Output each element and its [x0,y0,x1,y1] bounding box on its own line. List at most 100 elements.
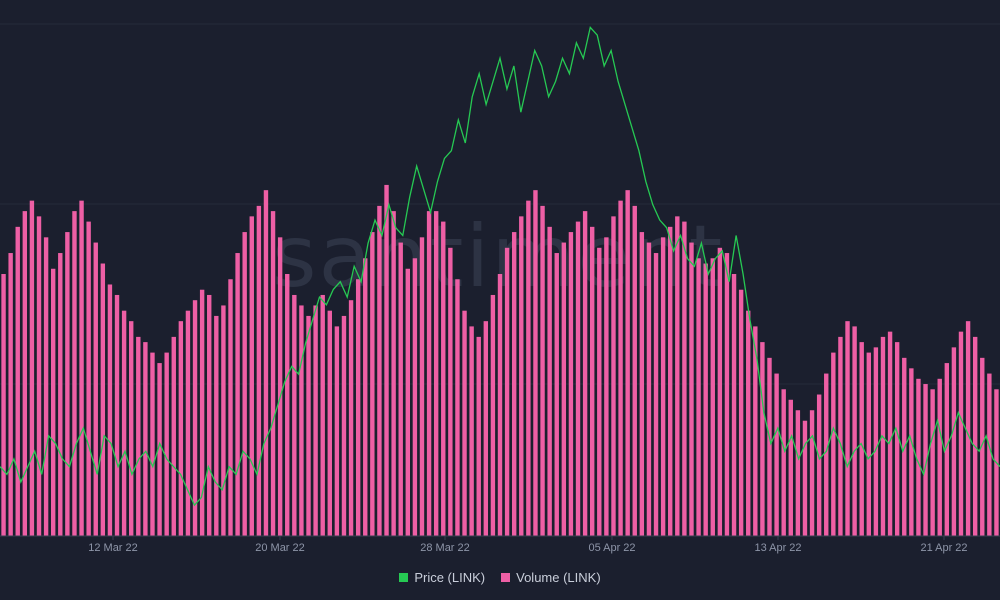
volume-bar [646,242,652,536]
volume-bar [469,326,474,536]
volume-bar [540,205,545,536]
volume-bar [930,389,935,536]
volume-bar [682,221,687,536]
volume-bar [313,305,318,536]
volume-bar [738,289,744,536]
volume-bar [887,331,893,536]
volume-bar [441,221,446,536]
volume-bar [909,368,914,536]
volume-bar [419,237,425,536]
legend-item-price[interactable]: Price (LINK) [399,570,485,585]
volume-bar [249,216,254,537]
volume-bar [767,357,772,536]
volume-bar [802,420,808,536]
volume-bar [944,363,950,536]
volume-bar [320,294,325,536]
chart-plot: santiment 12 Mar 22 20 Mar 22 28 Mar 22 05 … [0,23,1000,554]
legend: Price (LINK) Volume (LINK) [0,567,1000,587]
x-tick-label: 12 Mar 22 [88,542,138,554]
volume-bar [306,315,311,536]
volume-bar [838,336,843,536]
volume-bar [937,378,942,536]
volume-bar [760,342,765,536]
volume-bar [951,347,957,536]
volume-bar [597,247,602,537]
volume-bar [377,205,382,536]
x-axis-ticks: 12 Mar 22 20 Mar 22 28 Mar 22 05 Apr 22 13 A… [88,536,968,554]
volume-bar [448,247,453,537]
volume-bar [50,268,56,536]
volume-bar [426,211,432,536]
legend-item-volume[interactable]: Volume (LINK) [501,570,601,585]
volume-bar [490,294,496,536]
volume-bar [526,200,531,536]
volume-bar [292,294,297,536]
volume-bar [93,242,98,536]
volume-bar [150,352,155,536]
volume-bar [831,352,836,536]
volume-bar [497,274,503,536]
price-line [0,26,1000,507]
volume-bar [207,294,212,536]
volume-bar [511,232,517,536]
volume-bar [816,394,822,536]
volume-bar [242,232,247,536]
volume-bar [433,211,439,536]
volume-bar [746,310,751,536]
volume-bar [277,237,283,536]
volume-bar [519,216,524,537]
volume-bar [710,258,715,536]
volume-bar [370,232,375,536]
volume-bar [916,378,921,536]
volume-bar [923,384,928,536]
volume-bar [221,305,226,536]
volume-bar [582,211,588,536]
x-tick-label: 13 Apr 22 [754,542,801,554]
volume-bar [788,399,793,536]
volume-bar [100,263,106,536]
legend-swatch-price [399,572,409,582]
volume-bar [256,205,262,536]
volume-bar [107,284,113,536]
volume-bar [972,336,978,536]
volume-bar [114,294,120,536]
volume-bar [79,200,84,536]
volume-bar [504,247,510,537]
volume-bar [554,253,559,537]
volume-bar [696,258,701,536]
volume-bar [753,326,758,536]
volume-bar [29,200,35,536]
volume-bar [547,226,552,536]
volume-bar [405,268,410,536]
volume-bar [774,373,779,536]
volume-bar [639,232,645,536]
volume-bar [604,237,609,536]
volume-bar [391,211,396,536]
volume-bar [611,216,616,537]
volume-bar [781,389,786,536]
volume-bar [72,211,77,536]
volume-bar [412,258,418,536]
volume-bar [341,315,347,536]
volume-bar [136,336,141,536]
volume-bar [270,211,276,536]
volume-bar [561,242,567,536]
volume-bar [987,373,992,536]
volume-bar [199,289,205,536]
volume-bar [299,305,304,536]
x-tick-label: 21 Apr 22 [920,542,967,554]
volume-bar [852,326,857,536]
x-tick-label: 28 Mar 22 [420,542,470,554]
x-tick-label: 05 Apr 22 [588,542,635,554]
x-tick-label: 20 Mar 22 [255,542,305,554]
volume-bar [65,232,70,536]
volume-bar [15,226,20,536]
volume-bar [398,242,403,536]
volume-bar [625,190,630,536]
volume-bar [795,410,801,536]
volume-bar [845,321,850,536]
volume-bar [618,200,623,536]
volume-bar [348,300,354,536]
volume-bar [724,253,730,537]
volume-bar [185,310,191,536]
